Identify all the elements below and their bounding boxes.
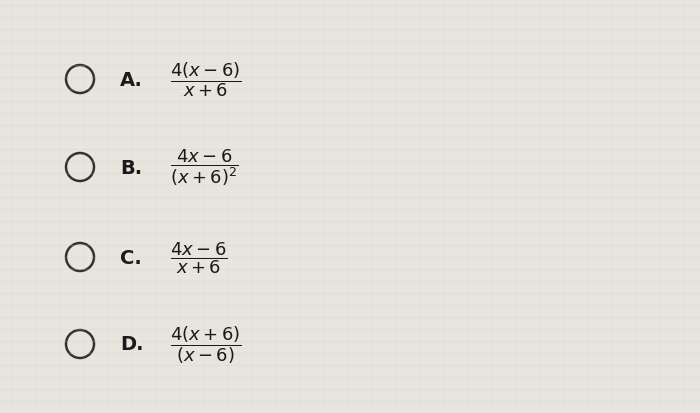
- Text: B.: B.: [120, 158, 142, 177]
- Text: $\dfrac{4x-6}{(x+6)^{2}}$: $\dfrac{4x-6}{(x+6)^{2}}$: [170, 147, 239, 188]
- Text: $\dfrac{4x-6}{x+6}$: $\dfrac{4x-6}{x+6}$: [170, 240, 228, 275]
- Text: A.: A.: [120, 70, 143, 89]
- Text: C.: C.: [120, 248, 141, 267]
- Text: D.: D.: [120, 335, 144, 354]
- Text: $\dfrac{4(x-6)}{x+6}$: $\dfrac{4(x-6)}{x+6}$: [170, 61, 242, 99]
- Text: $\dfrac{4(x+6)}{(x-6)}$: $\dfrac{4(x+6)}{(x-6)}$: [170, 323, 242, 365]
